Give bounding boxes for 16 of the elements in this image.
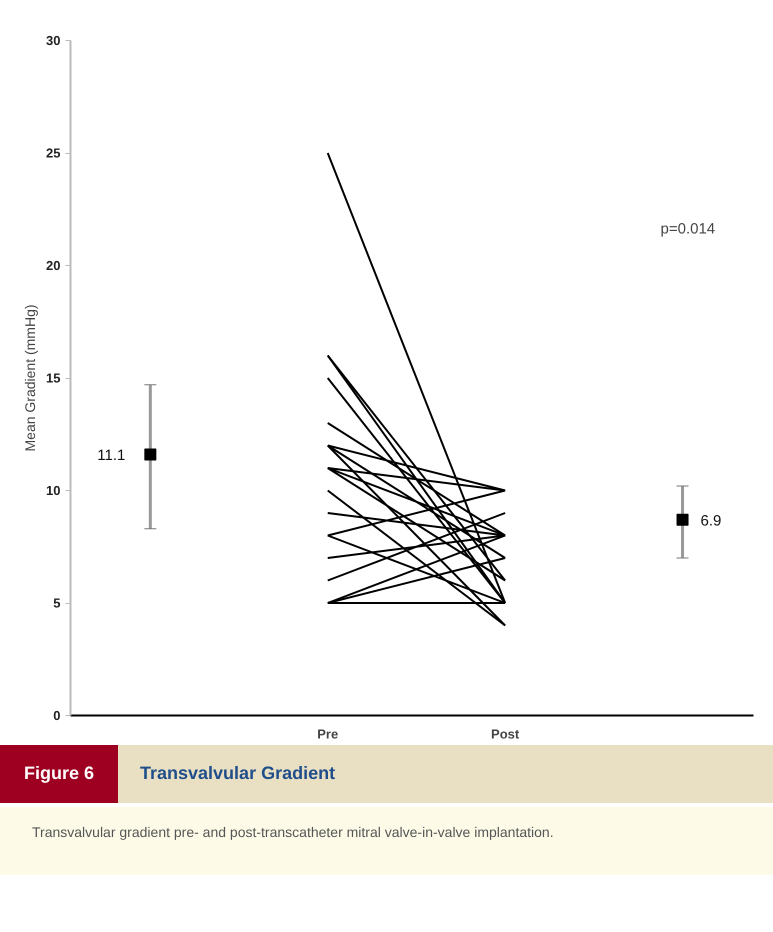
y-tick-label: 20 (46, 258, 61, 273)
y-axis-title: Mean Gradient (mmHg) (22, 304, 38, 452)
y-tick-label: 10 (46, 483, 61, 498)
annotation: 11.1 (97, 447, 126, 464)
y-tick-label: 15 (46, 370, 61, 386)
y-tick-label: 0 (53, 708, 61, 723)
x-tick-label: Post (491, 726, 520, 742)
annotation: p=0.014 (660, 220, 716, 238)
annotation: 6.9 (700, 512, 722, 530)
y-tick-label: 25 (46, 146, 61, 160)
y-tick-label: 5 (53, 596, 61, 610)
y-tick-label: 30 (46, 33, 61, 48)
text: Transvalvular Gradient (139, 762, 336, 786)
text: Transvalvular gradient pre- and post-transcatheter mitral valve-in-valve implantation. (0, 807, 773, 875)
x-tick-label: Pre (317, 726, 338, 742)
caption: Figure 6 (0, 745, 118, 803)
